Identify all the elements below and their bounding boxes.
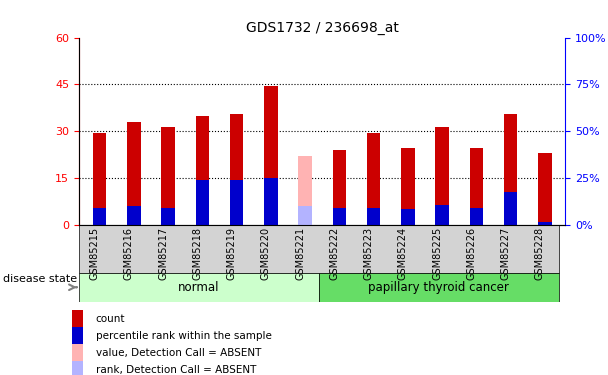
- Bar: [72, 310, 83, 328]
- Bar: [401, 209, 415, 225]
- Bar: [196, 180, 209, 225]
- Bar: [79, 225, 559, 273]
- Text: rank, Detection Call = ABSENT: rank, Detection Call = ABSENT: [95, 365, 256, 375]
- Text: GSM85216: GSM85216: [124, 227, 134, 280]
- Text: normal: normal: [178, 281, 219, 294]
- Bar: [230, 114, 243, 225]
- Text: GSM85215: GSM85215: [89, 227, 100, 280]
- Text: GSM85225: GSM85225: [432, 227, 442, 280]
- Bar: [299, 156, 312, 225]
- Bar: [504, 114, 517, 225]
- Bar: [79, 273, 319, 302]
- Bar: [93, 208, 106, 225]
- Bar: [435, 205, 449, 225]
- Text: disease state: disease state: [3, 274, 77, 284]
- Bar: [504, 192, 517, 225]
- Bar: [161, 127, 175, 225]
- Bar: [401, 148, 415, 225]
- Bar: [93, 133, 106, 225]
- Text: GSM85220: GSM85220: [261, 227, 271, 280]
- Bar: [264, 178, 278, 225]
- Text: GSM85227: GSM85227: [500, 227, 511, 280]
- Text: count: count: [95, 314, 125, 324]
- Bar: [299, 206, 312, 225]
- Bar: [72, 361, 83, 375]
- Text: percentile rank within the sample: percentile rank within the sample: [95, 331, 271, 341]
- Bar: [333, 150, 346, 225]
- Text: GSM85228: GSM85228: [535, 227, 545, 280]
- Bar: [196, 116, 209, 225]
- Bar: [367, 208, 381, 225]
- Text: GSM85222: GSM85222: [330, 227, 339, 280]
- Title: GDS1732 / 236698_at: GDS1732 / 236698_at: [246, 21, 399, 35]
- Text: GSM85224: GSM85224: [398, 227, 408, 280]
- Text: GSM85219: GSM85219: [227, 227, 237, 280]
- Bar: [230, 180, 243, 225]
- Bar: [127, 206, 140, 225]
- Bar: [538, 153, 551, 225]
- Text: value, Detection Call = ABSENT: value, Detection Call = ABSENT: [95, 348, 261, 358]
- Bar: [161, 208, 175, 225]
- Text: GSM85218: GSM85218: [192, 227, 202, 280]
- Bar: [435, 127, 449, 225]
- Text: GSM85217: GSM85217: [158, 227, 168, 280]
- Bar: [538, 222, 551, 225]
- Bar: [319, 273, 559, 302]
- Bar: [333, 208, 346, 225]
- Bar: [72, 327, 83, 345]
- Bar: [469, 208, 483, 225]
- Bar: [264, 86, 278, 225]
- Bar: [469, 148, 483, 225]
- Text: GSM85226: GSM85226: [466, 227, 477, 280]
- Text: papillary thyroid cancer: papillary thyroid cancer: [368, 281, 509, 294]
- Bar: [127, 122, 140, 225]
- Text: GSM85221: GSM85221: [295, 227, 305, 280]
- Bar: [72, 344, 83, 363]
- Text: GSM85223: GSM85223: [364, 227, 374, 280]
- Bar: [367, 133, 381, 225]
